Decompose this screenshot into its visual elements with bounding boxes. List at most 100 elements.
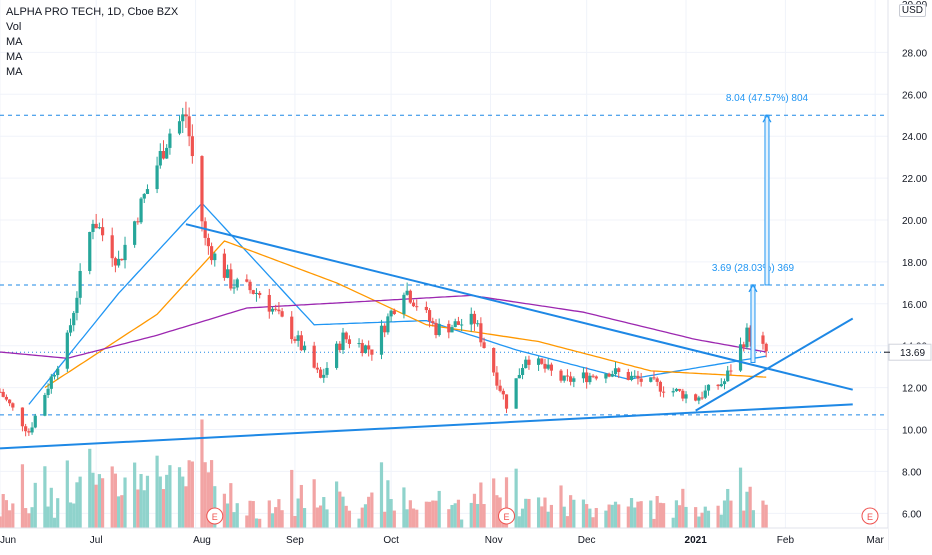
volume-bar: [456, 499, 461, 528]
volume-bar: [402, 487, 406, 528]
volume-bar: [357, 518, 361, 528]
volume-bar: [299, 484, 303, 528]
volume-bar: [120, 495, 124, 528]
measure-range: [764, 114, 770, 286]
candle-body: [588, 375, 592, 383]
candle-body: [75, 297, 79, 313]
candle-body: [181, 114, 185, 122]
volume-bar: [408, 500, 412, 528]
volume-bar: [181, 476, 185, 528]
candle-body: [469, 313, 473, 325]
volume-bar: [325, 509, 329, 528]
time-tick-label: Oct: [383, 535, 399, 546]
candle-body: [315, 367, 319, 370]
candle-body: [427, 310, 432, 322]
volume-bar: [1, 494, 5, 528]
volume-bar: [536, 497, 541, 528]
volume-bar: [453, 503, 457, 528]
volume-bar: [427, 501, 432, 528]
candle-body: [402, 294, 406, 315]
volume-bar: [572, 499, 576, 528]
candle-body: [379, 325, 384, 355]
volume-bar: [585, 504, 589, 528]
candle-body: [318, 369, 323, 378]
volume-bar: [203, 462, 207, 528]
volume-bar: [415, 509, 419, 528]
legend-title[interactable]: ALPHA PRO TECH, 1D, Cboe BZX: [6, 6, 179, 18]
volume-bar: [43, 466, 47, 528]
legend-item-ma-3[interactable]: MA: [6, 66, 23, 78]
price-tick-label: 28.00: [902, 48, 927, 59]
candle-body: [581, 372, 586, 379]
measure-arrows[interactable]: 3.69 (28.03%) 369 8.04 (47.57%) 804: [712, 93, 809, 363]
earnings-marker-label: E: [504, 512, 510, 522]
volume-bar: [629, 498, 634, 528]
trendlines[interactable]: [0, 223, 854, 450]
horizontal-levels[interactable]: [0, 114, 888, 416]
candle-body: [383, 325, 387, 333]
volume-bar: [184, 486, 188, 528]
candle-body: [633, 375, 637, 377]
candle-body: [681, 390, 685, 399]
volume-bar: [165, 474, 169, 528]
candle-body: [277, 309, 281, 312]
volume-bar: [75, 482, 79, 528]
candle-body: [460, 324, 464, 326]
volume-bar: [187, 460, 191, 528]
currency-badge[interactable]: USD: [898, 4, 926, 17]
volume-bar: [94, 484, 98, 528]
volume-bar: [4, 500, 9, 528]
candle-body: [479, 323, 483, 343]
legend-item-ma-2[interactable]: MA: [6, 51, 23, 63]
legend-item-ma-1[interactable]: MA: [6, 36, 23, 48]
grid: [0, 0, 888, 528]
candle-body: [742, 344, 746, 348]
volume-bar: [617, 504, 621, 528]
volume-bar: [206, 472, 210, 528]
candle-body: [671, 391, 675, 393]
candle-body: [187, 116, 191, 137]
volume-bar: [479, 482, 483, 528]
volume-bar: [517, 516, 521, 528]
candle-body: [274, 308, 278, 310]
candle-body: [24, 426, 28, 432]
volume-bar: [209, 460, 214, 528]
candle-body: [408, 290, 412, 303]
candle-body: [8, 399, 12, 404]
volume-bar: [652, 518, 656, 528]
candle-body: [20, 407, 25, 427]
candle-body: [4, 396, 9, 400]
volume-bar: [482, 504, 486, 528]
candle-body: [517, 374, 521, 379]
volume-bar: [434, 500, 438, 528]
candle-body: [347, 339, 352, 344]
volume-bar: [0, 516, 2, 528]
volume-bar: [761, 500, 765, 528]
candle-body: [177, 121, 182, 134]
volume-bar: [729, 500, 733, 528]
candle-body: [43, 395, 47, 416]
candle-body: [360, 343, 364, 354]
legend-item-vol[interactable]: Vol: [6, 21, 22, 33]
candle-body: [49, 376, 53, 389]
candle-body: [629, 375, 634, 380]
volume-bar: [700, 512, 704, 528]
candle-body: [139, 198, 143, 223]
volume-bar: [674, 500, 679, 528]
price-tick-label: 16.00: [902, 300, 927, 311]
candle-body: [613, 368, 618, 375]
volume-bar: [56, 498, 60, 528]
volume-bar: [68, 502, 73, 528]
volume-bar: [562, 506, 566, 528]
candle-body: [610, 374, 614, 377]
candle-body: [1, 391, 5, 397]
candle-body: [450, 327, 454, 333]
volume-bar: [424, 501, 428, 528]
candle-body: [142, 193, 146, 199]
volume-bar: [97, 474, 101, 528]
candle-body: [100, 227, 105, 236]
